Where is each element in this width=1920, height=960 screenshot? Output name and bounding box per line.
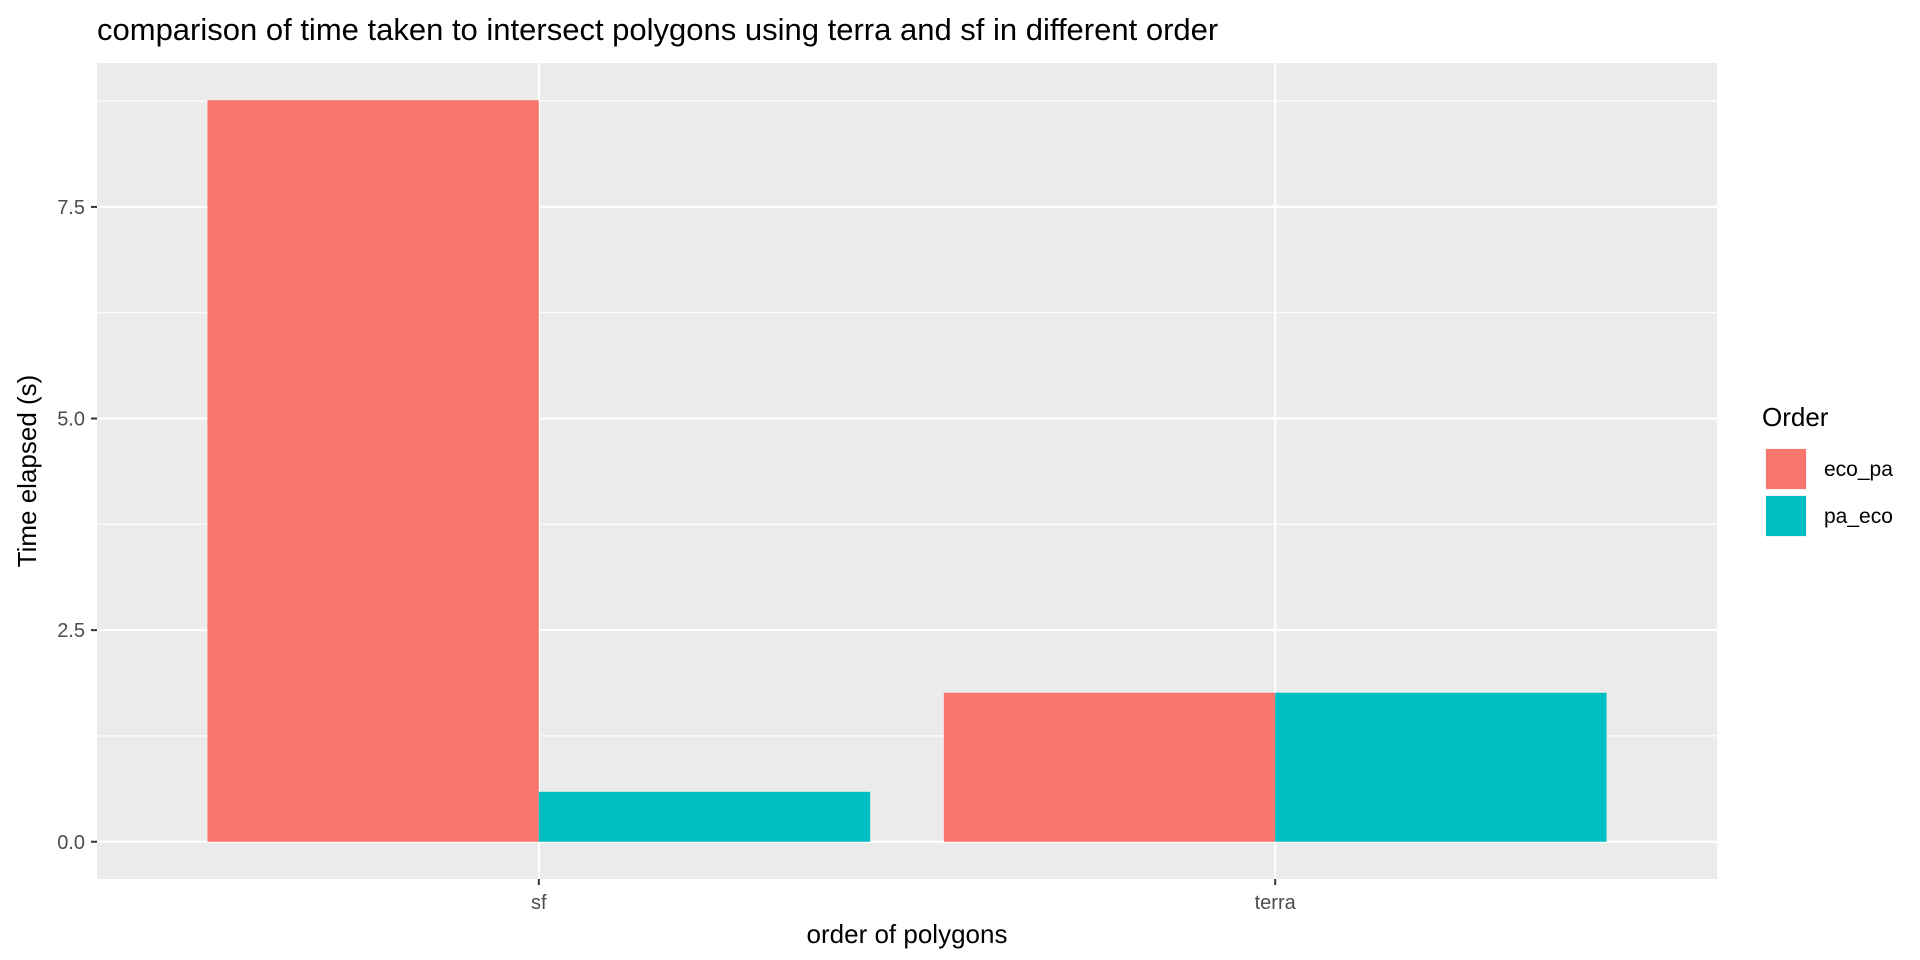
x-axis: sf terra [531,879,1297,914]
x-tick-label: terra [1255,892,1297,914]
bar-sf-pa_eco [538,791,871,842]
legend-items: eco_pa pa_eco [1765,448,1893,537]
legend: Order eco_pa pa_eco [1762,402,1893,537]
legend-label-pa_eco: pa_eco [1824,505,1893,528]
y-axis: 0.0 2.5 5.0 7.5 [57,197,97,854]
y-tick-label: 7.5 [57,197,85,219]
bar-sf-eco_pa [207,100,539,842]
x-axis-label: order of polygons [807,919,1008,949]
bar-terra-pa_eco [1275,692,1607,842]
bar-terra-eco_pa [943,692,1276,842]
y-axis-label: Time elapsed (s) [12,375,42,568]
legend-title: Order [1762,402,1829,432]
chart-title: comparison of time taken to intersect po… [97,12,1218,47]
y-tick-label: 0.0 [57,832,85,854]
x-tick-label: sf [531,892,547,914]
legend-swatch-pa_eco [1766,496,1806,536]
y-tick-label: 2.5 [57,620,85,642]
legend-swatch-eco_pa [1766,449,1806,489]
legend-label-eco_pa: eco_pa [1824,458,1893,481]
y-tick-label: 5.0 [57,409,85,431]
bars [207,100,1607,842]
